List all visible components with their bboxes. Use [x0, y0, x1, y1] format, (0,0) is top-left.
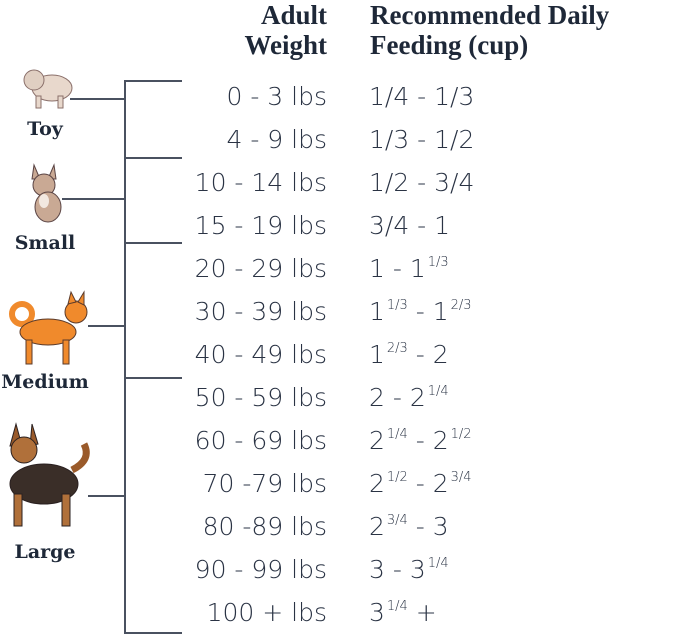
bracket-top-small	[124, 157, 182, 159]
connector-toy	[70, 98, 124, 100]
feeding-fraction: 1/4	[386, 427, 408, 442]
weight-cell: 30 - 39 lbs	[194, 297, 327, 326]
bracket-top-medium	[124, 242, 182, 244]
feeding-cell: 2 1/4 - 2 1/2	[369, 426, 472, 456]
feeding-amount: - 2	[407, 340, 449, 369]
feeding-amount: 2 - 2	[369, 383, 426, 412]
feeding-fraction: 2/3	[450, 298, 472, 313]
shiba-inu-icon	[9, 290, 88, 365]
category-label-toy: Toy	[27, 118, 63, 140]
feeding-fraction: 3/4	[386, 513, 408, 528]
german-shepherd-icon	[9, 422, 90, 527]
feeding-cell: 1 - 1 1/3	[369, 254, 449, 284]
feeding-amount: +	[407, 598, 437, 627]
feeding-amount: 1	[369, 340, 385, 369]
weight-cell: 90 - 99 lbs	[194, 555, 327, 584]
feeding-amount: 1/2 - 3/4	[369, 168, 475, 197]
feeding-amount: 1/4 - 1/3	[369, 82, 475, 111]
feeding-fraction: 1/4	[427, 556, 449, 571]
weight-header: Adult Weight	[244, 0, 327, 60]
feeding-header: Recommended Daily Feeding (cup)	[370, 0, 609, 60]
category-label-medium: Medium	[1, 371, 89, 393]
feeding-header-line2: Feeding (cup)	[370, 30, 529, 60]
feeding-amount: - 3	[407, 512, 449, 541]
feeding-fraction: 1/4	[386, 599, 408, 614]
weight-header-line2: Weight	[244, 30, 327, 60]
feeding-amount: - 2	[407, 469, 449, 498]
bracket-top-large	[124, 377, 182, 379]
feeding-amount: 1 - 1	[369, 254, 426, 283]
feeding-cell: 3 1/4 +	[369, 598, 437, 628]
feeding-cell: 2 1/2 - 2 3/4	[369, 469, 472, 499]
feeding-fraction: 2/3	[386, 341, 408, 356]
toy-dog-icon	[23, 69, 73, 109]
feeding-header-line1: Recommended Daily	[370, 0, 610, 30]
feeding-amount: 2	[369, 426, 385, 455]
bracket-top-toy	[124, 80, 182, 82]
feeding-amount: 1	[369, 297, 385, 326]
feeding-fraction: 1/2	[450, 427, 472, 442]
feeding-amount: - 1	[407, 297, 449, 326]
feeding-fraction: 3/4	[450, 470, 472, 485]
weight-cell: 4 - 9 lbs	[226, 125, 327, 154]
connector-large	[88, 495, 124, 497]
feeding-cell: 2 3/4 - 3	[369, 512, 449, 542]
connector-medium	[88, 325, 124, 327]
french-bulldog-icon	[31, 163, 62, 223]
bracket-vertical-line	[124, 80, 126, 633]
category-label-large: Large	[14, 541, 76, 563]
weight-cell: 15 - 19 lbs	[194, 211, 327, 240]
feeding-cell: 1/2 - 3/4	[369, 168, 474, 198]
weight-cell: 40 - 49 lbs	[194, 340, 327, 369]
feeding-amount: 3	[369, 598, 385, 627]
category-label-small: Small	[14, 232, 76, 254]
weight-cell: 10 - 14 lbs	[194, 168, 327, 197]
feeding-amount: 2	[369, 469, 385, 498]
weight-cell: 50 - 59 lbs	[194, 383, 327, 412]
weight-header-line1: Adult	[260, 0, 327, 30]
feeding-cell: 1 2/3 - 2	[369, 340, 449, 370]
weight-cell: 0 - 3 lbs	[226, 82, 327, 111]
feeding-fraction: 1/3	[427, 255, 449, 270]
feeding-fraction: 1/2	[386, 470, 408, 485]
feeding-cell: 2 - 2 1/4	[369, 383, 449, 413]
connector-small	[62, 198, 124, 200]
feeding-cell: 1/4 - 1/3	[369, 82, 474, 112]
feeding-amount: 3/4 - 1	[369, 211, 451, 240]
weight-cell: 20 - 29 lbs	[194, 254, 327, 283]
weight-cell: 100 + lbs	[206, 598, 327, 627]
feeding-cell: 3/4 - 1	[369, 211, 450, 241]
feeding-amount: 1/3 - 1/2	[369, 125, 475, 154]
feeding-fraction: 1/4	[427, 384, 449, 399]
weight-cell: 60 - 69 lbs	[194, 426, 327, 455]
feeding-amount: 2	[369, 512, 385, 541]
weight-cell: 70 -79 lbs	[202, 469, 327, 498]
feeding-fraction: 1/3	[386, 298, 408, 313]
feeding-cell: 3 - 3 1/4	[369, 555, 449, 585]
weight-cell: 80 -89 lbs	[202, 512, 327, 541]
feeding-amount: 3 - 3	[369, 555, 426, 584]
feeding-cell: 1 1/3 - 1 2/3	[369, 297, 472, 327]
feeding-amount: - 2	[407, 426, 449, 455]
feeding-cell: 1/3 - 1/2	[369, 125, 474, 155]
bracket-bottom	[124, 632, 182, 634]
